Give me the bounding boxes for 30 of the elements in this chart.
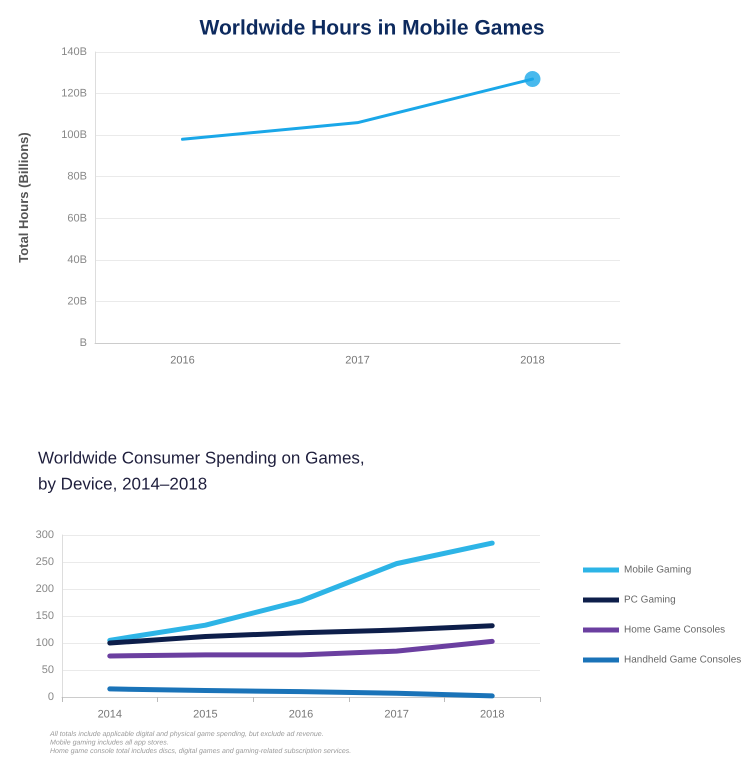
x-tick-label: 2018 bbox=[520, 354, 545, 366]
x-tick-label: 2016 bbox=[288, 708, 314, 720]
y-tick-label: 140B bbox=[61, 46, 87, 58]
chart-title: Worldwide Hours in Mobile Games bbox=[200, 16, 544, 40]
y-tick-label: 100B bbox=[61, 129, 87, 142]
x-tick-label: 2016 bbox=[170, 354, 195, 366]
y-tick-label: 300 bbox=[36, 529, 54, 541]
legend-label: Handheld Game Consoles bbox=[624, 654, 742, 666]
y-tick-label: 250 bbox=[36, 556, 54, 568]
y-tick-label: 60B bbox=[67, 212, 87, 224]
x-tick-label: 2017 bbox=[345, 354, 370, 366]
y-tick-label: 150 bbox=[36, 610, 54, 622]
y-axis-title: Total Hours (Billions) bbox=[16, 132, 31, 263]
y-tick-label: 120B bbox=[61, 88, 87, 100]
y-tick-label: 20B bbox=[67, 295, 87, 308]
legend-label: PC Gaming bbox=[624, 594, 676, 606]
legend-label: Mobile Gaming bbox=[624, 564, 692, 576]
chart-title: Worldwide Consumer Spending on Games, by Device, 2014–2018 bbox=[38, 448, 365, 494]
y-tick-label: B bbox=[80, 337, 87, 349]
y-tick-label: 80B bbox=[67, 170, 87, 183]
y-tick-label: 40B bbox=[67, 254, 87, 266]
y-tick-label: 200 bbox=[36, 583, 54, 595]
x-tick-label: 2014 bbox=[98, 708, 122, 720]
y-tick-label: 50 bbox=[42, 664, 54, 676]
x-tick-label: 2017 bbox=[384, 708, 409, 720]
x-tick-label: 2015 bbox=[193, 708, 218, 720]
y-tick-label: 0 bbox=[48, 691, 54, 703]
y-tick-label: 100 bbox=[36, 637, 54, 649]
legend-label: Home Game Consoles bbox=[624, 624, 726, 636]
x-tick-label: 2018 bbox=[480, 708, 504, 720]
